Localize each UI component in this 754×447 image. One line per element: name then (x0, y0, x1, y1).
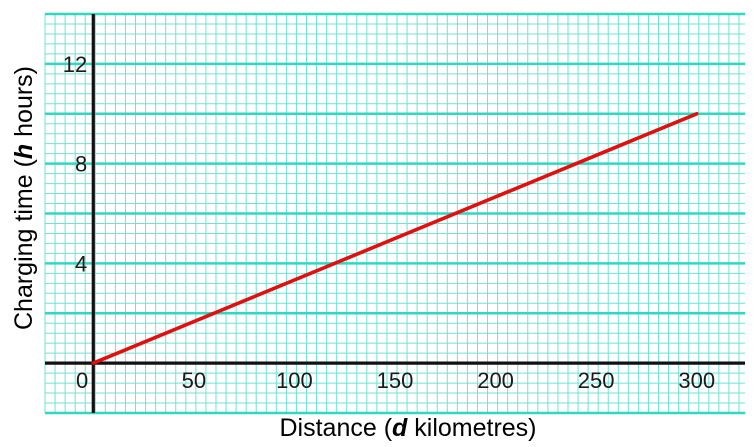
axes (45, 14, 745, 413)
x-axis-title: Distance (d kilometres) (279, 414, 536, 442)
data-series (91, 112, 699, 365)
y-axis-title: Charging time (h hours) (10, 66, 38, 330)
x-tick-label: 100 (276, 368, 313, 393)
x-tick-label: 150 (377, 368, 414, 393)
origin-label: 0 (76, 368, 88, 393)
series-line (91, 112, 699, 365)
y-tick-label: 8 (75, 152, 87, 177)
x-tick-label: 250 (578, 368, 615, 393)
x-tick-label: 50 (182, 368, 206, 393)
tick-labels: 50 100 150 200 250 300 4 8 12 0 (63, 52, 715, 393)
x-tick-label: 300 (678, 368, 715, 393)
y-tick-label: 12 (63, 52, 87, 77)
y-tick-label: 4 (75, 251, 87, 276)
x-tick-label: 200 (477, 368, 514, 393)
